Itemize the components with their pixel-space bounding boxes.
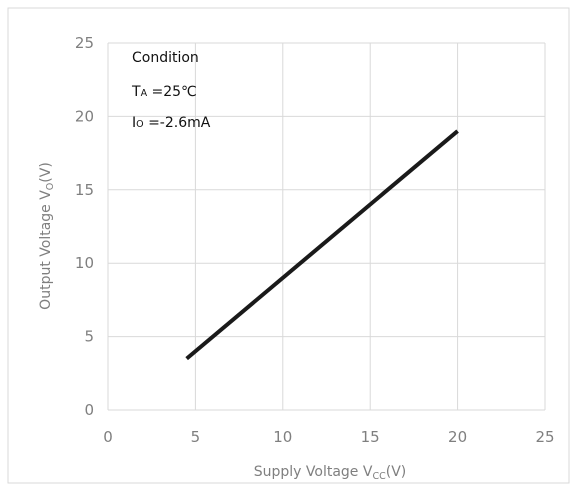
x-tick-label-5: 25 <box>535 428 554 446</box>
y-axis-title-main: Output Voltage V <box>38 190 54 310</box>
y-axis-title: Output Voltage VO(V) <box>38 162 56 310</box>
series-lines <box>185 129 459 361</box>
y-tick-label-2: 10 <box>75 254 94 272</box>
annotation-current-subscript: O <box>136 119 143 130</box>
x-tick-label-0: 0 <box>103 428 113 446</box>
condition-annotation: Condition TA =25℃ IO =-2.6mA <box>131 50 211 131</box>
annotation-temperature-subscript: A <box>141 88 148 99</box>
x-axis-title: Supply Voltage VCC(V) <box>254 464 407 482</box>
x-axis-title-subscript: CC <box>372 471 386 482</box>
x-axis-title-main: Supply Voltage V <box>254 464 373 480</box>
y-tick-label-5: 25 <box>75 34 94 52</box>
x-tick-label-2: 10 <box>273 428 292 446</box>
grid-lines <box>107 42 546 411</box>
annotation-temperature-symbol: T <box>131 84 141 100</box>
y-tick-label-1: 5 <box>84 328 94 346</box>
annotation-current-value: =-2.6mA <box>144 115 211 131</box>
chart-border <box>7 7 570 484</box>
annotation-temperature: TA =25℃ <box>131 84 197 100</box>
annotation-temperature-value: =25℃ <box>147 84 197 100</box>
annotation-current: IO =-2.6mA <box>132 115 211 131</box>
series-line-0 <box>185 129 459 361</box>
y-tick-label-3: 15 <box>75 181 94 199</box>
y-axis-title-unit: (V) <box>38 162 54 183</box>
x-axis-title-unit: (V) <box>386 464 407 480</box>
annotation-heading: Condition <box>132 50 199 66</box>
y-tick-label-0: 0 <box>84 401 94 419</box>
y-tick-label-4: 20 <box>75 107 94 125</box>
annotation-current-symbol: I <box>132 115 136 131</box>
x-tick-label-4: 20 <box>448 428 467 446</box>
tick-labels: 0 5 10 15 20 25 0 5 10 15 20 25 <box>75 34 555 446</box>
x-tick-label-1: 5 <box>191 428 201 446</box>
y-axis-title-subscript: O <box>45 183 56 190</box>
x-tick-label-3: 15 <box>361 428 380 446</box>
